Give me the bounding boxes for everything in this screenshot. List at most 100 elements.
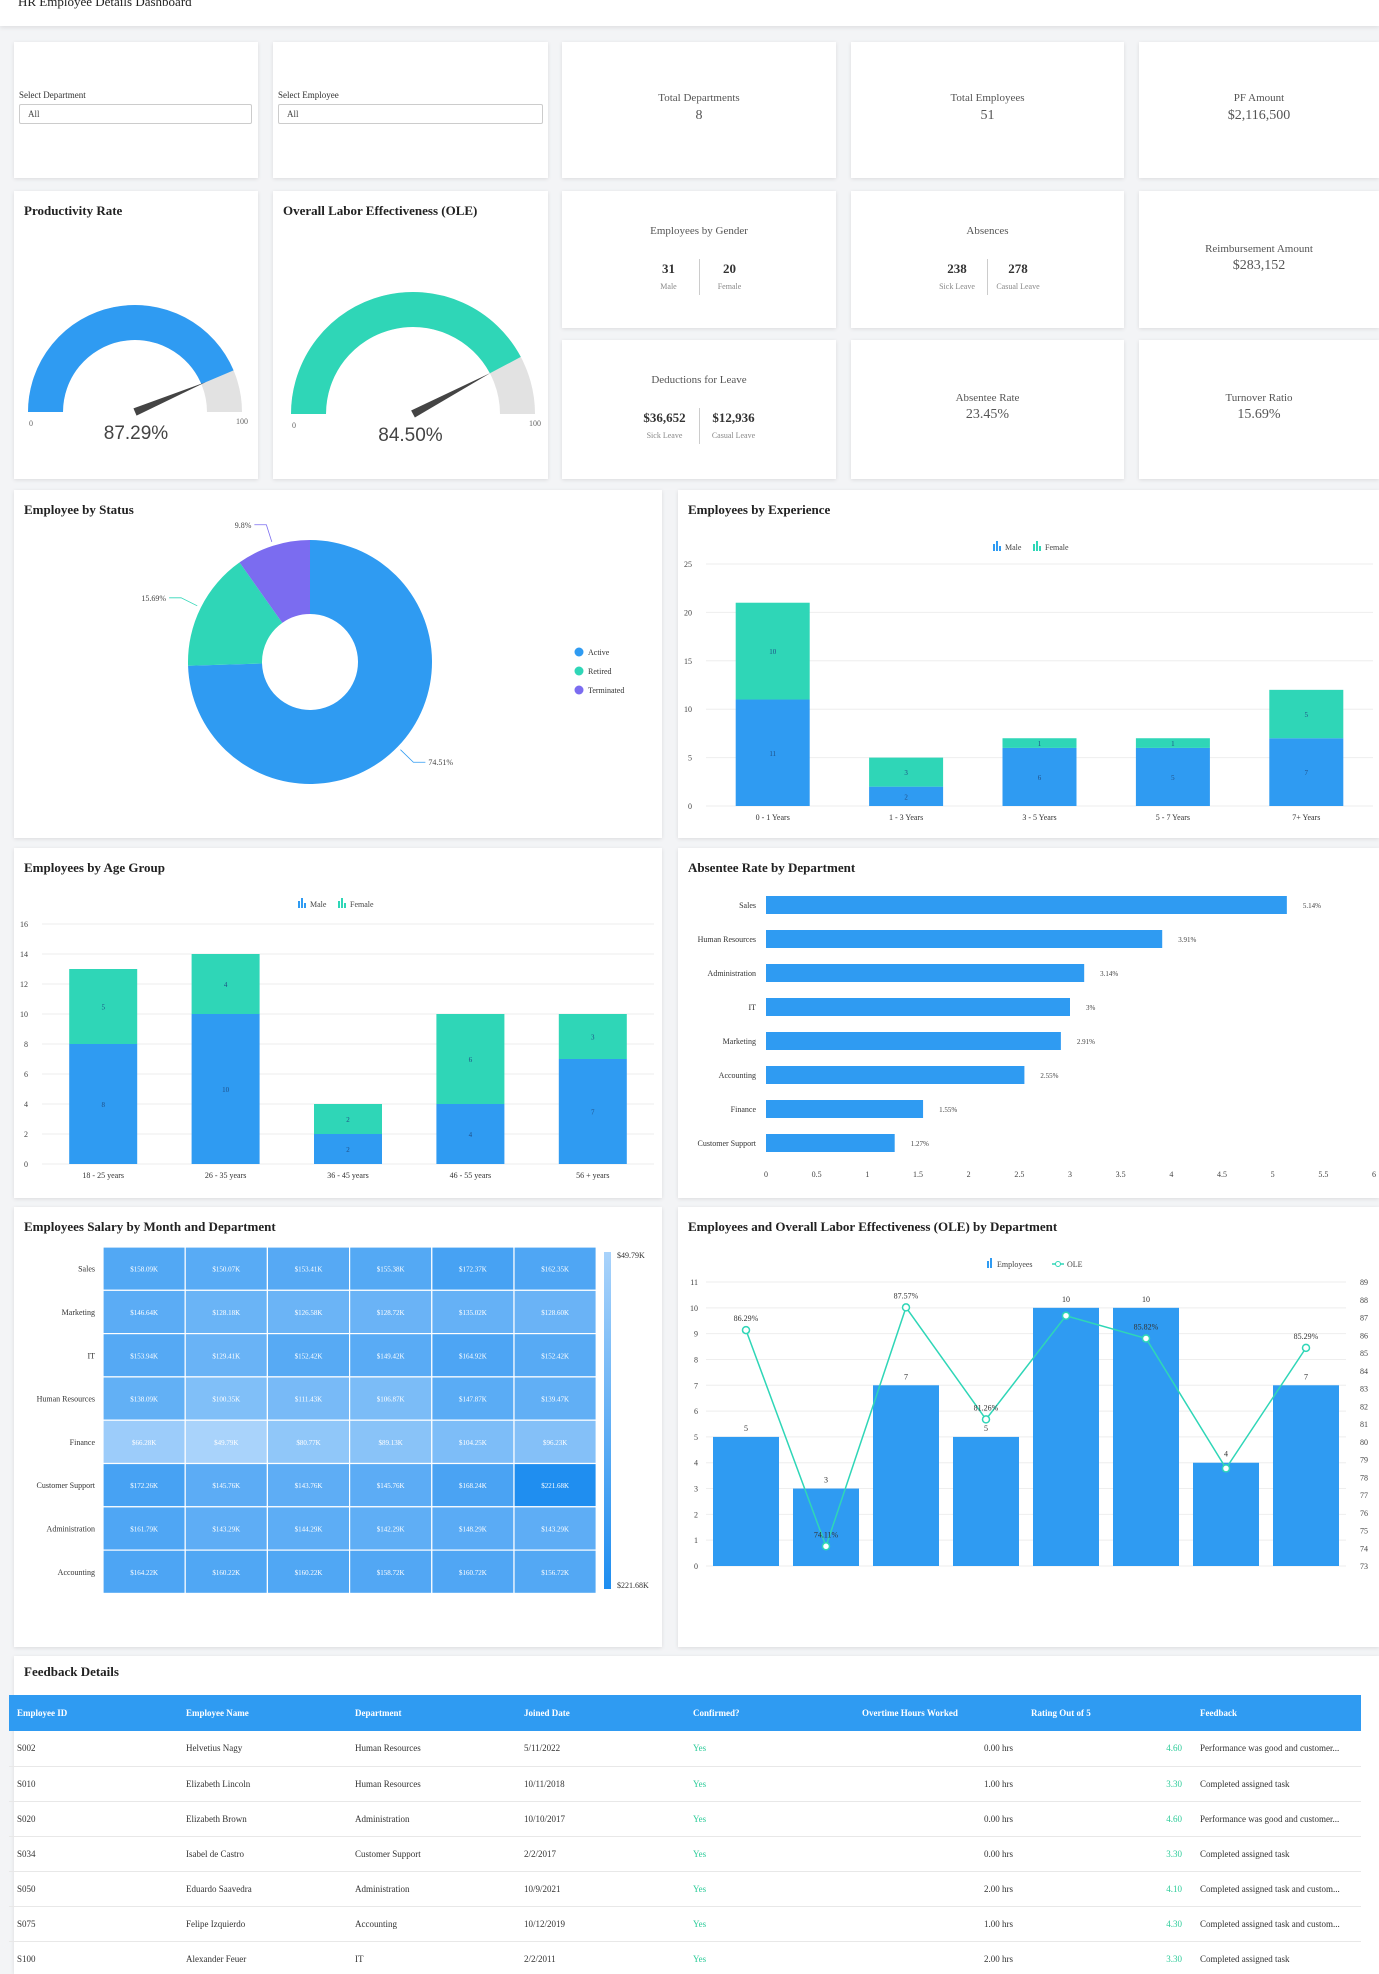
ole-value-label: 74.11% (814, 1530, 839, 1539)
heatmap-cell (431, 1332, 515, 1378)
table-cell: Completed assigned task and custom... (1192, 1871, 1361, 1907)
heatmap-cell-label: $89.13K (379, 1439, 403, 1447)
heatmap-row-label: Human Resources (37, 1395, 95, 1404)
pf-amount-card: PF Amount $2,116,500 (1139, 42, 1379, 178)
x-tick-label: 2 (967, 1170, 971, 1179)
heatmap-color-scale (604, 1252, 611, 1589)
column-header[interactable]: Employee ID (9, 1695, 178, 1731)
employee-count-bar (1113, 1307, 1179, 1566)
y-category-label: Sales (739, 901, 756, 910)
x-tick-label: 5 (1271, 1170, 1275, 1179)
bar-value-label: 3 (824, 1476, 828, 1485)
feedback-table: Employee ID Employee Name Department Joined… (9, 1695, 1361, 1974)
heatmap-cell-label: $96.23K (543, 1439, 567, 1447)
table-row[interactable]: S100 Alexander Feuer IT 2/2/2011 Yes 2.00 hrs… (9, 1941, 1361, 1974)
table-cell: 3.30 (1023, 1941, 1192, 1974)
heatmap-row-label: Administration (47, 1524, 95, 1533)
slice-leader-line (254, 524, 273, 543)
heatmap-cell-label: $168.24K (459, 1482, 487, 1490)
table-cell: 0.00 hrs (854, 1731, 1023, 1767)
total-employees-card: Total Employees 51 (851, 42, 1124, 178)
table-cell: Yes (685, 1801, 854, 1837)
table-cell: Completed assigned task (1192, 1941, 1361, 1974)
heatmap-cell (266, 1246, 351, 1291)
column-header[interactable]: Department (347, 1695, 516, 1731)
total-departments-card: Total Departments 8 (562, 42, 836, 178)
absentee-bar (766, 964, 1085, 982)
divider (987, 259, 988, 295)
y-right-tick-label: 75 (1360, 1527, 1368, 1536)
column-header[interactable]: Feedback (1192, 1695, 1361, 1731)
employee-filter-label: Select Employee (278, 90, 339, 100)
column-header[interactable]: Joined Date (516, 1695, 685, 1731)
column-header[interactable]: Confirmed? (685, 1695, 854, 1731)
bar-male (558, 1059, 627, 1164)
bar-value-label: 10 (769, 648, 777, 656)
table-row[interactable]: S020 Elizabeth Brown Administration 10/10/2… (9, 1801, 1361, 1837)
pf-amount-value: $2,116,500 (1227, 108, 1291, 123)
department-select[interactable]: All (19, 104, 252, 124)
table-row[interactable]: S050 Eduardo Saavedra Administration 10/9/2… (9, 1871, 1361, 1907)
bar-value-label: 10 (1062, 1295, 1070, 1304)
table-cell: Yes (685, 1766, 854, 1802)
table-cell: Completed assigned task (1192, 1766, 1361, 1802)
heatmap-cell-label: $147.87K (459, 1396, 487, 1404)
status-slice-terminated (239, 540, 310, 623)
x-tick-label: 26 - 35 years (205, 1171, 247, 1180)
heatmap-cell-label: $143.76K (295, 1482, 323, 1490)
bar-female (1269, 689, 1344, 739)
table-row[interactable]: S002 Helvetius Nagy Human Resources 5/11/20… (9, 1731, 1361, 1767)
table-cell: 10/9/2021 (516, 1871, 685, 1907)
y-right-tick-label: 81 (1360, 1420, 1368, 1429)
bar-value-label: 5 (744, 1424, 748, 1433)
table-row[interactable]: S075 Felipe Izquierdo Accounting 10/12/2019… (9, 1906, 1361, 1942)
bar-female (1002, 738, 1077, 748)
employee-count-bar (1273, 1385, 1339, 1566)
reimbursement-card: Reimbursement Amount $283,152 (1139, 191, 1379, 328)
heatmap-cell (266, 1506, 351, 1551)
employee-select[interactable]: All (278, 104, 543, 124)
legend-icon (990, 1258, 992, 1268)
bar-female (191, 954, 260, 1014)
heatmap-cell-label: $172.26K (130, 1482, 158, 1490)
column-header[interactable]: Employee Name (178, 1695, 347, 1731)
table-cell: 2/2/2017 (516, 1836, 685, 1872)
total-employees-value: 51 (980, 108, 995, 123)
heatmap-cell-label: $150.07K (212, 1266, 240, 1274)
ole-point (1301, 1343, 1311, 1353)
ole-point (1061, 1311, 1071, 1320)
bar-value-label: 2 (346, 1116, 350, 1124)
y-tick-label: 20 (684, 608, 692, 617)
bar-value-label: 8 (101, 1101, 105, 1109)
male-label: Male (660, 282, 677, 291)
heatmap-cell (102, 1289, 186, 1335)
legend-icon (996, 541, 998, 551)
y-left-tick-label: 0 (694, 1562, 698, 1571)
bar-value-label: 1 (1171, 740, 1175, 748)
sick-deduction-label: Sick Leave (646, 431, 683, 440)
bar-value-label: 1 (1038, 740, 1042, 748)
table-cell: Yes (685, 1731, 854, 1767)
y-tick-label: 8 (24, 1040, 28, 1049)
column-header[interactable]: Overtime Hours Worked (854, 1695, 1023, 1731)
table-cell: Elizabeth Brown (178, 1801, 347, 1837)
column-header[interactable]: Rating Out of 5 (1023, 1695, 1192, 1731)
heatmap-cell (349, 1419, 433, 1465)
slice-value-label: 9.8% (235, 521, 252, 530)
scale-max-label: $221.68K (617, 1581, 649, 1590)
heatmap-cell (513, 1462, 597, 1508)
y-tick-label: 14 (20, 950, 28, 959)
bar-value-label: 2.55% (1040, 1072, 1058, 1080)
table-row[interactable]: S010 Elizabeth Lincoln Human Resources 10/1… (9, 1766, 1361, 1802)
table-cell: Yes (685, 1941, 854, 1974)
legend-label-terminated: Terminated (588, 686, 624, 695)
table-row[interactable]: S034 Isabel de Castro Customer Support 2/2/… (9, 1836, 1361, 1872)
bar-value-label: 11 (769, 750, 776, 758)
table-cell: Human Resources (347, 1731, 516, 1767)
pf-amount-label: PF Amount (1233, 92, 1285, 104)
heatmap-cell-label: $66.28K (132, 1439, 156, 1447)
heatmap-cell-label: $162.35K (541, 1266, 569, 1274)
bar-value-label: 5 (1171, 774, 1175, 782)
heatmap-cell-label: $106.87K (377, 1396, 405, 1404)
legend-icon (344, 903, 346, 908)
